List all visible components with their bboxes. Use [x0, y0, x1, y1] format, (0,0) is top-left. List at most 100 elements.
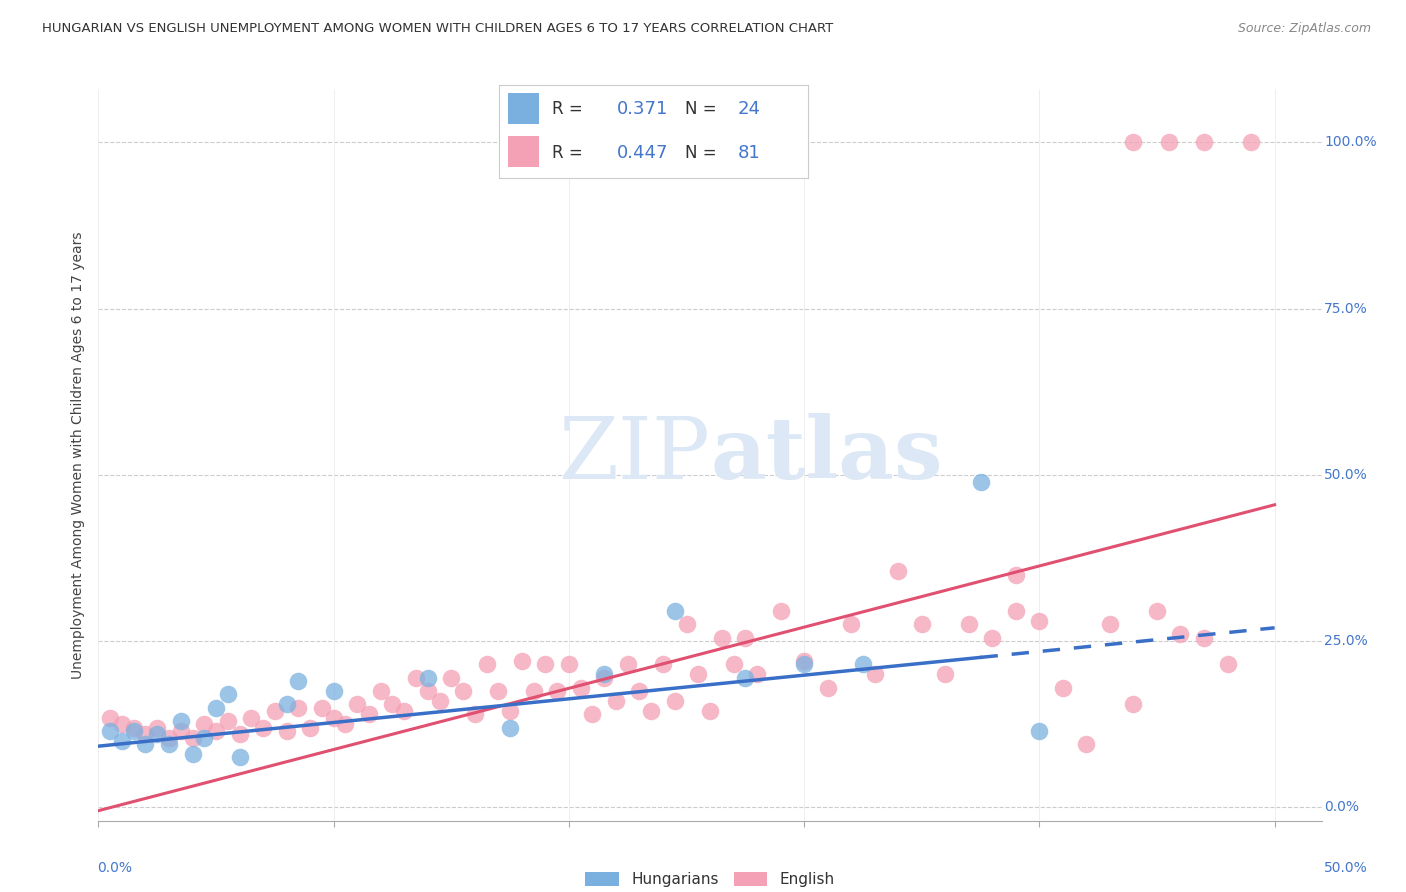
Point [1004, 567, 1026, 582]
Point [1122, 136, 1144, 150]
Point [499, 721, 522, 735]
Point [640, 704, 662, 718]
Legend: Hungarians, English: Hungarians, English [579, 866, 841, 892]
Point [1192, 631, 1215, 645]
Point [98, 723, 121, 738]
Point [1192, 136, 1215, 150]
Point [664, 694, 686, 708]
Text: 24: 24 [737, 100, 761, 118]
Point [745, 667, 768, 681]
Point [287, 700, 309, 714]
Point [699, 704, 721, 718]
Point [1157, 136, 1180, 150]
Point [370, 684, 392, 698]
Point [416, 671, 439, 685]
Text: 25.0%: 25.0% [1324, 634, 1368, 648]
Text: atlas: atlas [710, 413, 942, 497]
Point [299, 721, 322, 735]
Point [1146, 604, 1168, 618]
Text: 0.447: 0.447 [617, 144, 668, 161]
Point [346, 698, 368, 712]
Y-axis label: Unemployment Among Women with Children Ages 6 to 17 years: Unemployment Among Women with Children A… [72, 231, 86, 679]
Point [934, 667, 956, 681]
Point [1216, 657, 1239, 672]
Point [157, 731, 180, 745]
Point [628, 684, 651, 698]
Point [193, 717, 215, 731]
Point [486, 684, 509, 698]
Point [157, 737, 180, 751]
Bar [509, 93, 540, 124]
Point [769, 604, 792, 618]
Point [122, 723, 145, 738]
Point [523, 684, 546, 698]
Point [616, 657, 638, 672]
Point [381, 698, 404, 712]
Point [170, 723, 193, 738]
Text: 75.0%: 75.0% [1324, 301, 1368, 316]
Point [723, 657, 745, 672]
Point [263, 704, 285, 718]
Point [416, 684, 439, 698]
Point [98, 710, 121, 724]
Point [605, 694, 627, 708]
Point [322, 710, 344, 724]
Point [734, 671, 756, 685]
Point [228, 727, 250, 741]
Point [957, 617, 980, 632]
Point [181, 747, 204, 761]
Point [887, 564, 910, 578]
Text: Source: ZipAtlas.com: Source: ZipAtlas.com [1237, 22, 1371, 36]
Point [793, 654, 815, 668]
Point [652, 657, 675, 672]
Text: HUNGARIAN VS ENGLISH UNEMPLOYMENT AMONG WOMEN WITH CHILDREN AGES 6 TO 17 YEARS C: HUNGARIAN VS ENGLISH UNEMPLOYMENT AMONG … [42, 22, 834, 36]
Point [322, 684, 344, 698]
Point [1098, 617, 1121, 632]
Point [217, 714, 239, 728]
Point [1076, 737, 1098, 751]
Point [1004, 604, 1026, 618]
Point [593, 667, 616, 681]
Point [240, 710, 263, 724]
Point [122, 721, 145, 735]
Point [475, 657, 498, 672]
Point [205, 723, 228, 738]
Point [839, 617, 862, 632]
Text: 0.371: 0.371 [617, 100, 668, 118]
Point [863, 667, 886, 681]
Point [111, 734, 134, 748]
Point [734, 631, 756, 645]
Point [252, 721, 274, 735]
Point [710, 631, 733, 645]
Text: 50.0%: 50.0% [1324, 468, 1368, 482]
Text: 50.0%: 50.0% [1324, 861, 1368, 875]
Text: 0.0%: 0.0% [97, 861, 132, 875]
Point [193, 731, 215, 745]
Point [1170, 627, 1192, 641]
Point [392, 704, 416, 718]
Point [569, 681, 592, 695]
Point [675, 617, 697, 632]
Point [817, 681, 839, 695]
Point [440, 671, 463, 685]
Point [335, 717, 357, 731]
Point [534, 657, 557, 672]
Point [134, 727, 156, 741]
Point [276, 698, 298, 712]
Point [664, 604, 686, 618]
Point [1240, 136, 1263, 150]
Point [217, 687, 239, 701]
Text: 100.0%: 100.0% [1324, 136, 1376, 149]
Point [357, 707, 380, 722]
Text: 0.0%: 0.0% [1324, 800, 1360, 814]
Point [546, 684, 568, 698]
Point [451, 684, 474, 698]
Point [688, 667, 710, 681]
Point [311, 700, 333, 714]
Text: 81: 81 [737, 144, 761, 161]
Point [793, 657, 815, 672]
Text: R =: R = [551, 100, 582, 118]
Point [205, 700, 228, 714]
Point [499, 704, 522, 718]
Point [1028, 614, 1050, 628]
